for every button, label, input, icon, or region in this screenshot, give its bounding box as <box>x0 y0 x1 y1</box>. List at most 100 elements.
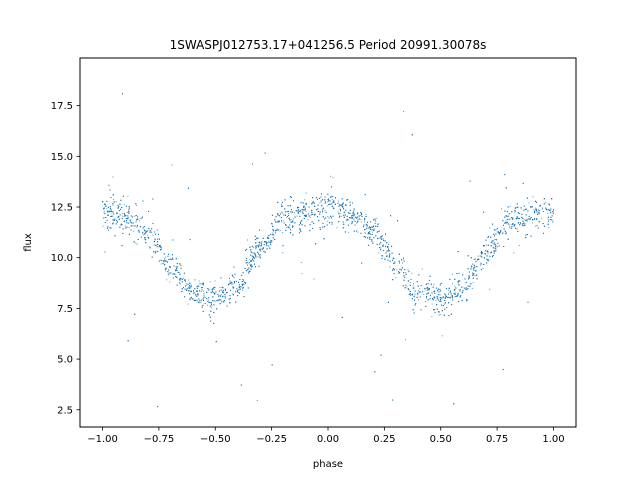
data-point <box>243 279 245 281</box>
data-point <box>241 284 243 285</box>
data-point <box>196 287 198 289</box>
data-point <box>435 300 437 302</box>
data-point <box>401 267 403 269</box>
data-point <box>433 283 435 285</box>
data-point <box>259 248 261 250</box>
data-point <box>417 292 419 294</box>
data-point <box>341 198 343 200</box>
data-point <box>260 244 262 246</box>
data-point <box>258 241 260 243</box>
data-point <box>477 255 479 257</box>
data-point <box>341 203 343 205</box>
data-point <box>407 269 409 271</box>
data-point <box>341 205 343 207</box>
data-point <box>371 239 373 241</box>
data-point <box>255 266 257 268</box>
data-point <box>286 217 288 219</box>
data-point <box>229 280 231 282</box>
data-point <box>288 214 290 216</box>
data-point <box>305 216 307 218</box>
data-point <box>327 193 329 195</box>
data-point <box>173 265 175 267</box>
data-point <box>284 199 286 201</box>
data-point <box>145 239 147 241</box>
data-point <box>119 226 121 228</box>
data-point <box>290 211 292 213</box>
data-point <box>542 223 544 225</box>
data-point <box>322 209 324 211</box>
data-point <box>172 258 174 260</box>
data-point <box>184 279 186 281</box>
data-point <box>525 208 527 210</box>
data-point <box>432 299 434 301</box>
data-point <box>164 269 166 270</box>
data-point <box>506 218 508 220</box>
data-point <box>104 210 106 212</box>
data-point <box>385 233 387 235</box>
data-point <box>451 273 453 275</box>
data-point <box>232 287 234 289</box>
data-point <box>164 258 166 260</box>
data-point <box>188 290 190 292</box>
data-point <box>361 216 363 217</box>
data-point <box>157 406 159 408</box>
data-point <box>472 274 474 276</box>
data-point <box>155 233 157 235</box>
data-point <box>391 252 393 254</box>
data-point <box>229 277 230 279</box>
data-point <box>206 298 208 300</box>
data-point <box>242 286 244 288</box>
data-point <box>245 249 247 251</box>
data-point <box>193 292 195 294</box>
data-point <box>334 197 336 199</box>
data-point <box>249 259 251 261</box>
data-point <box>332 195 334 197</box>
data-point <box>149 231 151 233</box>
data-point <box>292 225 294 227</box>
data-point <box>217 295 219 297</box>
data-point <box>132 222 134 224</box>
data-point <box>275 216 277 218</box>
data-point <box>481 256 483 258</box>
data-point <box>330 186 332 188</box>
data-point <box>107 206 109 208</box>
data-point <box>186 289 188 291</box>
data-point <box>494 244 496 246</box>
data-point <box>439 297 441 299</box>
data-point <box>373 230 375 232</box>
data-point <box>371 229 373 231</box>
data-point <box>378 252 380 254</box>
data-point <box>444 293 446 295</box>
data-point <box>394 261 396 263</box>
data-point <box>492 240 494 242</box>
data-point <box>541 217 543 219</box>
data-point <box>373 229 375 231</box>
data-point <box>522 217 524 219</box>
data-point <box>232 293 234 295</box>
data-point <box>254 253 256 255</box>
data-point <box>293 212 295 214</box>
data-point <box>543 225 545 227</box>
data-point <box>253 263 255 265</box>
data-point <box>186 288 188 290</box>
data-point <box>165 267 167 269</box>
data-point <box>212 296 214 298</box>
data-point <box>440 313 442 315</box>
data-point <box>283 222 285 224</box>
data-point <box>116 221 118 223</box>
data-point <box>495 229 497 231</box>
data-point <box>494 242 496 244</box>
data-point <box>496 239 498 241</box>
data-point <box>136 226 138 228</box>
data-point <box>176 284 178 286</box>
data-point <box>448 302 450 304</box>
data-point <box>399 268 401 270</box>
data-point <box>511 223 513 225</box>
data-point <box>366 225 368 227</box>
data-point <box>397 220 398 222</box>
data-point <box>157 250 159 252</box>
data-point <box>483 264 485 265</box>
data-point <box>512 218 514 220</box>
data-point <box>381 258 383 260</box>
data-point <box>105 205 107 207</box>
